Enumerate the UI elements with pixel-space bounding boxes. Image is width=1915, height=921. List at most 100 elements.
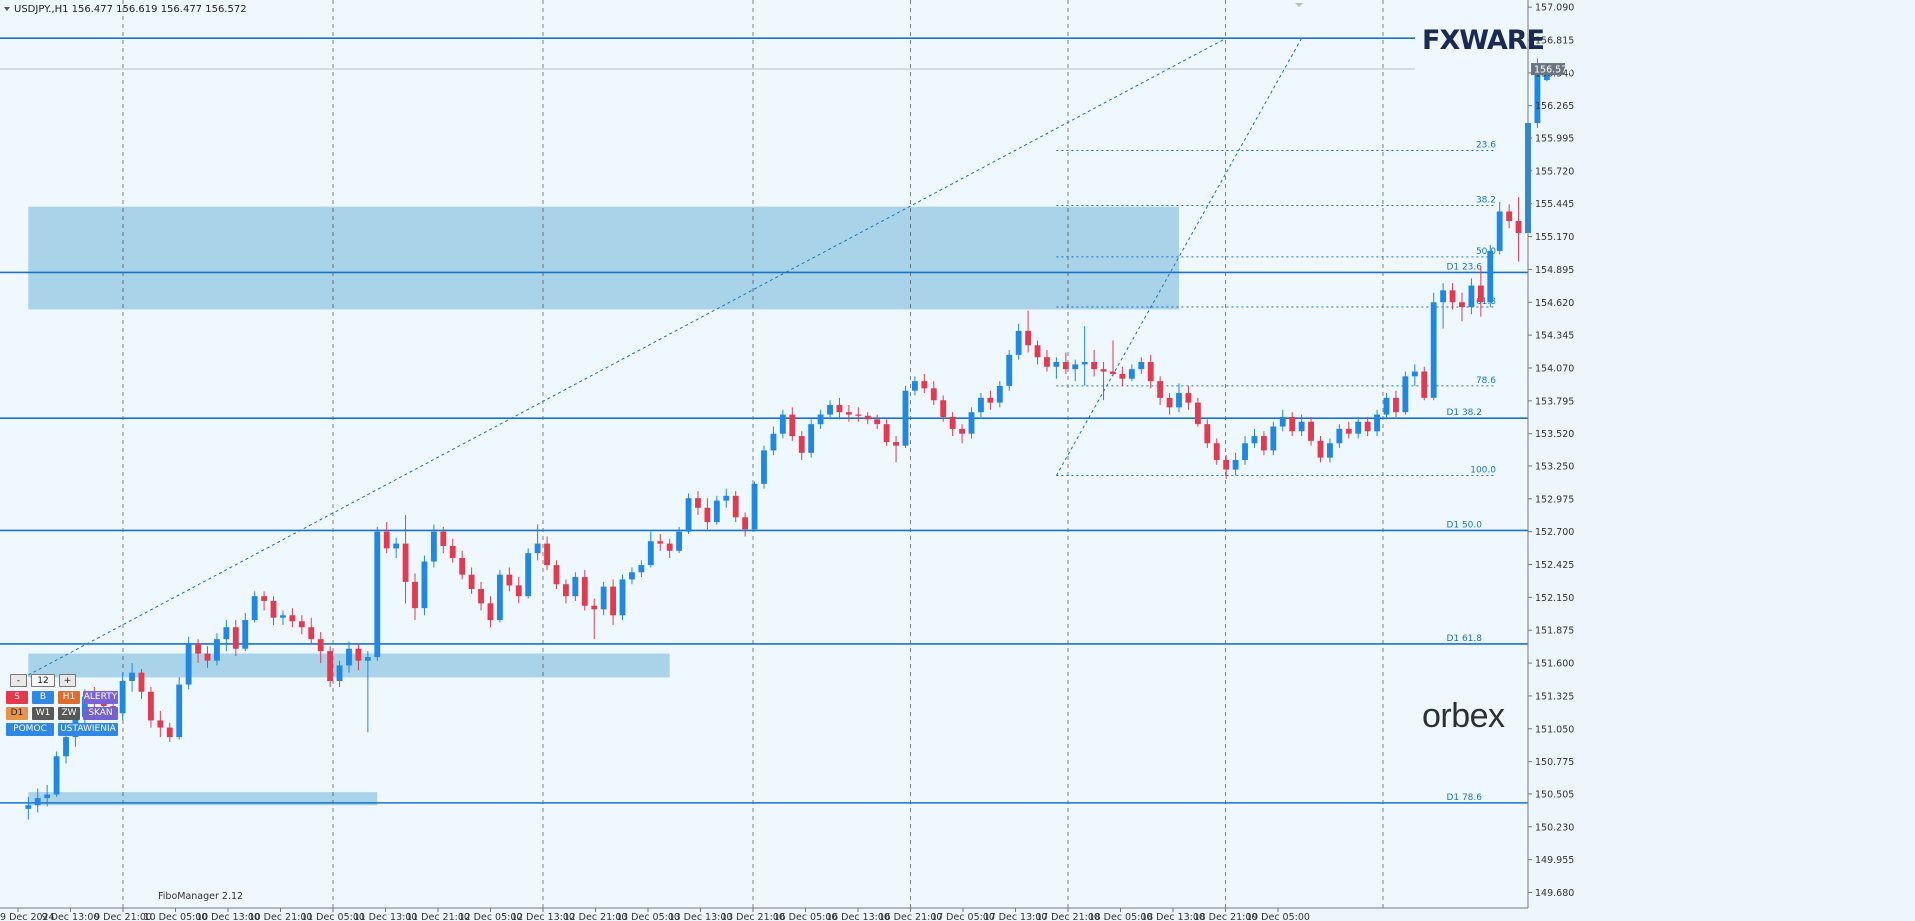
zw-button[interactable]: ZW [58,707,80,720]
candle [223,620,230,652]
y-tick-label: 155.170 [1535,232,1574,243]
candle-body [34,798,41,806]
level-label: D1 78.6 [1446,793,1482,803]
candle [355,643,362,671]
level-label: D1 23.6 [1446,262,1482,272]
candle-body [1091,362,1098,370]
candle [666,538,673,558]
y-tick-label: 154.070 [1535,363,1574,374]
timeframe-d1-button[interactable]: D1 [6,707,28,720]
candle-body [808,424,815,453]
candle-body [1015,330,1022,355]
x-tick-label: 17 Dec 21:00 [1036,912,1100,921]
candle [1044,350,1050,372]
candle [610,579,617,625]
candle-body [251,596,258,621]
candle [1062,352,1069,374]
candle-body [1298,421,1305,432]
candle [1506,204,1513,229]
candle [383,522,390,554]
y-tick-label: 149.955 [1535,855,1574,866]
candle-body [534,543,541,554]
candle [572,572,579,601]
candle-body [25,805,32,809]
candle-body [147,691,154,721]
candle-body [629,572,635,580]
candle-body [751,483,758,530]
candle [751,481,758,532]
buy-button[interactable]: B [32,691,54,704]
candle-body [1402,376,1409,413]
candle-body [487,603,494,621]
x-tick-label: 16 Dec 05:00 [774,912,838,921]
candle-body [1345,428,1352,434]
candle [147,686,154,728]
candle [1477,266,1484,317]
candle-body [421,561,428,609]
candle-body [1411,371,1418,377]
help-button[interactable]: POMOC [6,723,54,736]
candle [1119,366,1126,386]
candle-body [289,615,296,622]
candle [553,560,560,590]
candle-body [261,596,268,601]
alerts-button[interactable]: ALERTY [83,691,118,704]
candle-body [1336,428,1343,444]
candle [864,412,871,425]
level-label: D1 61.8 [1446,634,1482,644]
candle-body [1128,369,1135,379]
scroll-marker-icon[interactable] [1295,3,1303,7]
candle-body [1166,397,1173,408]
candle-body [506,574,513,586]
candle-body [1421,371,1428,398]
title-dropdown-icon[interactable] [4,7,10,11]
candle-body [383,531,390,549]
candle-body [798,436,805,453]
y-tick-label: 151.050 [1535,724,1574,735]
candle-body [685,498,692,532]
candle [1213,438,1220,465]
candle-body [1355,421,1362,434]
candle [893,436,899,463]
settings-button[interactable]: USTAWIENIA [58,723,118,736]
support-zone [28,206,1180,310]
candle [732,491,739,523]
timeframe-w1-button[interactable]: W1 [32,707,54,720]
candle [1232,452,1239,476]
candle [393,537,400,558]
timeframe-h1-button[interactable]: H1 [58,691,80,704]
increase-button[interactable]: + [59,674,76,687]
y-tick-label: 150.505 [1535,789,1574,800]
y-tick-label: 152.975 [1535,494,1574,505]
candle-body [1157,381,1164,398]
candle-body [1006,354,1013,386]
candle-body [1317,440,1324,458]
x-tick-label: 12 Dec 21:00 [564,912,628,921]
candle [1440,283,1447,329]
candle [459,550,466,580]
candle [798,431,805,460]
candle-body [732,495,739,518]
sell-button[interactable]: S [6,691,28,704]
candle-body [204,653,211,661]
candle-body [855,414,862,416]
decrease-button[interactable]: - [10,674,27,687]
candle [742,512,749,537]
x-tick-label: 17 Dec 05:00 [931,912,995,921]
candle-body [1459,302,1465,308]
candle [1383,393,1390,420]
trend-diagonal-line[interactable] [28,37,1227,676]
scan-button[interactable]: SKAN [83,707,118,720]
candle-body [949,416,956,429]
candle [591,598,598,640]
candle-body [185,643,192,685]
candle-body [1506,211,1513,222]
candle [817,409,824,429]
candle-body [695,498,701,508]
x-tick-label: 12 Dec 05:00 [459,912,523,921]
x-tick-label: 11 Dec 13:00 [354,912,418,921]
period-value-field[interactable]: 12 [31,674,55,687]
candle-body [1053,362,1060,367]
fibo-control-panel: - 12 + S B H1 ALERTY D1 W1 ZW SKAN POMOC… [4,672,124,744]
